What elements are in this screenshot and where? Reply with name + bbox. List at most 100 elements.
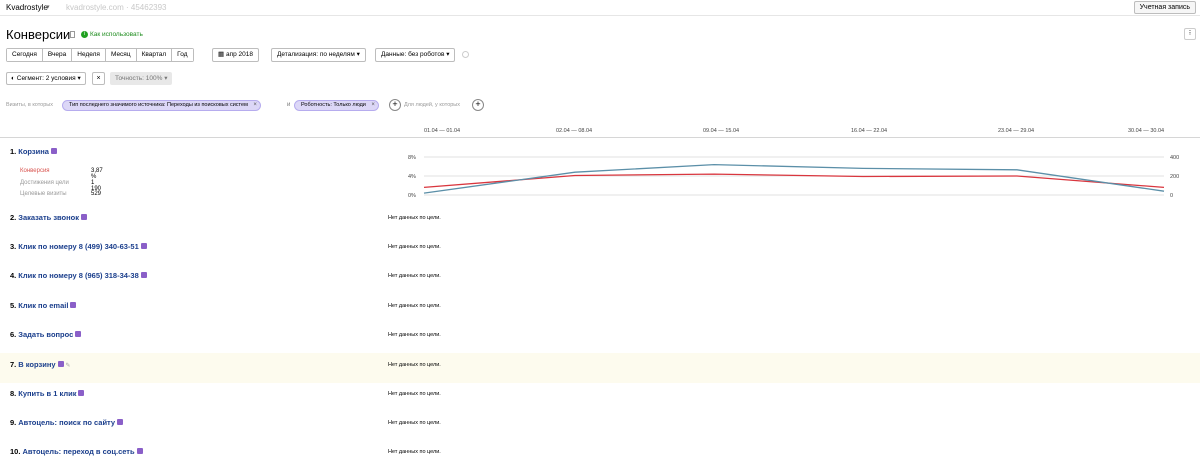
left-tick-label: 8% — [408, 155, 416, 161]
add-filter-button[interactable]: + — [389, 99, 401, 111]
no-data-text: Нет данных по цели. — [388, 273, 441, 279]
add-user-filter-button[interactable]: + — [472, 99, 484, 111]
data-dropdown[interactable]: Данные: без роботов ▾ — [375, 48, 456, 62]
goal-name: Купить в 1 клик — [18, 389, 77, 398]
date-range-button[interactable]: ▦ апр 2018 — [212, 48, 259, 62]
goal-row: 10. Автоцель: переход в соц.сеть Нет данн… — [0, 440, 1200, 470]
pencil-icon[interactable]: ✎ — [65, 363, 71, 369]
period-today[interactable]: Сегодня — [7, 49, 43, 61]
date-range-label: апр 2018 — [225, 51, 253, 58]
help-icon[interactable] — [462, 51, 469, 58]
week-label: 23.04 — 29.04 — [998, 128, 1035, 134]
filter-chip-label: Роботность: Только люди — [301, 102, 366, 108]
filter-hint: Для людей, у которых — [404, 102, 461, 108]
close-icon[interactable]: × — [253, 102, 257, 108]
chevron-down-icon: ▾ — [446, 51, 450, 58]
week-label: 09.04 — 15.04 — [703, 128, 740, 134]
period-month[interactable]: Месяц — [105, 49, 137, 61]
week-label: 01.04 — 01.04 — [424, 128, 461, 134]
goal-row: 4. Клик по номеру 8 (965) 318-34-38 Нет д… — [0, 264, 1200, 294]
bookmark-icon[interactable] — [70, 31, 75, 38]
period-quarter[interactable]: Квартал — [136, 49, 173, 61]
goal-number: 1. — [10, 147, 17, 156]
goal-name: Клик по номеру 8 (965) 318-34-38 — [18, 271, 139, 280]
goal-row: 1. Корзина — [0, 140, 1200, 170]
right-tick-label: 200 — [1170, 174, 1179, 180]
goal-number: 9. — [10, 418, 17, 427]
goal-link-cart[interactable]: 1. Корзина — [10, 147, 57, 156]
goal-link[interactable]: 9. Автоцель: поиск по сайту — [10, 418, 124, 427]
filter-chip-source[interactable]: Тип последнего значимого источника: Пере… — [62, 100, 261, 111]
goal-link[interactable]: 3. Клик по номеру 8 (499) 340-63-51 — [10, 242, 147, 251]
goal-type-icon — [70, 302, 77, 309]
detail-label: Детализация: по неделям — [277, 51, 355, 58]
goal-number: 2. — [10, 213, 17, 222]
period-yesterday[interactable]: Вчера — [42, 49, 73, 61]
site-selector[interactable]: Kvadrostyle — [6, 3, 48, 12]
goal-type-icon — [140, 243, 147, 250]
conversion-line — [423, 173, 1165, 189]
goal-row: 7. В корзину ✎ Нет данных по цели. — [0, 353, 1200, 383]
goal-number: 5. — [10, 301, 17, 310]
goal-link[interactable]: 10. Автоцель: переход в соц.сеть — [10, 447, 143, 456]
segment-dropdown[interactable]: ◐ Сегмент: 2 условия ▾ — [6, 72, 86, 85]
no-data-text: Нет данных по цели. — [388, 332, 441, 338]
right-tick-label: 400 — [1170, 155, 1179, 161]
period-selector: Сегодня Вчера Неделя Месяц Квартал Год — [6, 48, 194, 62]
goal-name: В корзину — [18, 360, 56, 369]
goal-type-icon — [75, 331, 82, 338]
goal-type-icon — [117, 419, 124, 426]
goal-number: 8. — [10, 389, 17, 398]
goal-type-icon — [57, 361, 64, 368]
visits-value: 529 — [91, 191, 102, 197]
no-data-text: Нет данных по цели. — [388, 420, 441, 426]
goal-number: 6. — [10, 330, 17, 339]
goal-name: Клик по email — [18, 301, 69, 310]
chevron-down-icon[interactable]: ▾ — [46, 4, 50, 11]
close-icon[interactable]: × — [92, 72, 105, 85]
howto-link[interactable]: Как использовать — [90, 31, 143, 38]
goal-link[interactable]: 7. В корзину ✎ — [10, 360, 71, 369]
goal-row: 3. Клик по номеру 8 (499) 340-63-51 Нет д… — [0, 235, 1200, 265]
and-label: и — [287, 102, 291, 108]
no-data-text: Нет данных по цели. — [388, 449, 441, 455]
period-year[interactable]: Год — [172, 49, 193, 61]
conversion-label: Конверсия — [20, 168, 50, 174]
site-url: kvadrostyle.com · 45462393 — [66, 3, 167, 12]
accuracy-label: Точность: 100% — [115, 75, 163, 82]
chevron-down-icon: ▾ — [356, 51, 360, 58]
goal-type-icon — [140, 272, 147, 279]
goal-name: Клик по номеру 8 (499) 340-63-51 — [18, 242, 139, 251]
goal-row: 9. Автоцель: поиск по сайту Нет данных по… — [0, 411, 1200, 441]
no-data-text: Нет данных по цели. — [388, 244, 441, 250]
account-button[interactable]: Учетная запись — [1133, 1, 1196, 14]
goal-type-icon — [78, 390, 85, 397]
visits-label: Целевые визиты — [20, 191, 67, 197]
filter-chip-robots[interactable]: Роботность: Только люди × — [294, 100, 379, 111]
close-icon[interactable]: × — [371, 102, 375, 108]
goal-link[interactable]: 5. Клик по email — [10, 301, 77, 310]
goal-link[interactable]: 8. Купить в 1 клик — [10, 389, 85, 398]
segment-label: Сегмент: 2 условия — [16, 75, 76, 82]
goal-link[interactable]: 4. Клик по номеру 8 (965) 318-34-38 — [10, 271, 147, 280]
settings-button[interactable]: ⁝ — [1184, 28, 1196, 40]
no-data-text: Нет данных по цели. — [388, 303, 441, 309]
page-title: Конверсии — [6, 27, 71, 42]
week-label: 02.04 — 08.04 — [556, 128, 593, 134]
filter-prefix: Визиты, в которых — [6, 102, 53, 108]
goal-link[interactable]: 2. Заказать звонок — [10, 213, 88, 222]
goal-row: 6. Задать вопрос Нет данных по цели. — [0, 323, 1200, 353]
accuracy-dropdown[interactable]: Точность: 100% ▾ — [110, 72, 173, 85]
conversion-chart: 8% 400 4% 200 0% 0 — [408, 155, 1179, 199]
detail-dropdown[interactable]: Детализация: по неделям ▾ — [271, 48, 366, 62]
goal-row: 5. Клик по email Нет данных по цели. — [0, 294, 1200, 324]
segment-icon: ◐ — [11, 75, 15, 82]
period-week[interactable]: Неделя — [72, 49, 106, 61]
goal-link[interactable]: 6. Задать вопрос — [10, 330, 82, 339]
reach-label: Достижения цели — [20, 179, 69, 186]
goal-name: Автоцель: поиск по сайту — [18, 418, 116, 427]
goal-row: 2. Заказать звонок Нет данных по цели. — [0, 206, 1200, 236]
goal-name: Автоцель: переход в соц.сеть — [22, 447, 135, 456]
goal-type-icon — [50, 148, 57, 155]
goal-number: 3. — [10, 242, 17, 251]
